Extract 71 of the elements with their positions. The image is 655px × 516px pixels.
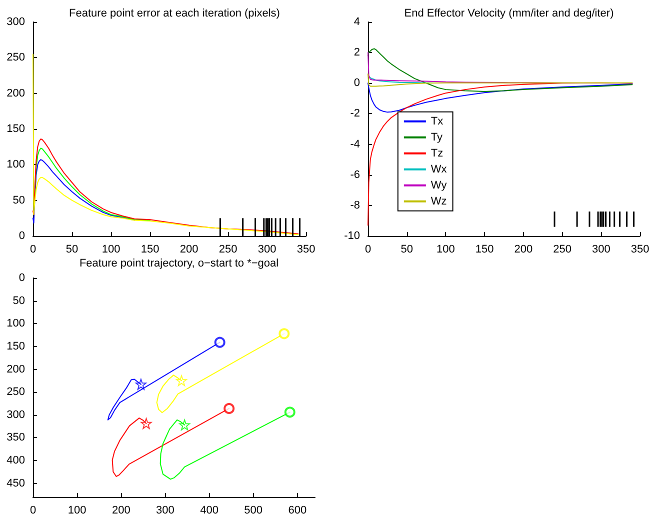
y-tick-label: 100 [6, 158, 25, 171]
x-tick-label: 400 [200, 504, 218, 516]
legend-label: Wz [430, 195, 447, 208]
y-tick-label: 0 [354, 77, 360, 90]
point [214, 336, 226, 348]
y-tick-label: 200 [6, 363, 25, 376]
chart-title: Feature point trajectory, o−start to *−goal [79, 258, 279, 270]
y-tick-label: 50 [12, 194, 25, 206]
x-tick-label: 100 [102, 244, 120, 256]
x-tick-label: 350 [296, 244, 316, 256]
y-tick-label: 250 [6, 386, 25, 398]
y-tick-label: -6 [350, 168, 360, 181]
line-series [368, 82, 633, 113]
x-tick-label: 300 [156, 504, 174, 516]
line-series [34, 148, 150, 221]
x-tick-label: 300 [258, 244, 276, 256]
line-series [32, 138, 299, 234]
x-tick-label: 300 [592, 244, 610, 256]
line-series [32, 54, 299, 236]
x-tick-label: 200 [514, 244, 533, 256]
y-tick-label: 2 [354, 46, 360, 59]
x-tick-label: 150 [475, 244, 494, 256]
x-tick-label: 250 [553, 244, 572, 256]
y-tick-label: 300 [6, 408, 25, 421]
line-series [368, 48, 633, 92]
legend-label: Ty [430, 131, 444, 144]
y-tick-label: 4 [354, 16, 360, 28]
point [140, 418, 152, 430]
x-tick-label: 600 [288, 504, 307, 516]
y-tick-label: -8 [350, 199, 360, 212]
point [135, 378, 146, 390]
x-tick-label: 100 [68, 504, 86, 516]
y-tick-label: 100 [6, 318, 25, 330]
chart-title: Feature point error at each iteration (pixels) [69, 8, 280, 20]
legend-label: Wy [430, 179, 448, 192]
y-tick-label: -2 [350, 108, 360, 120]
y-tick-label: 50 [12, 294, 25, 307]
x-tick-label: 0 [30, 504, 36, 516]
x-tick-label: 100 [436, 244, 455, 256]
y-tick-label: 250 [6, 52, 25, 64]
line-series [368, 73, 633, 87]
point [224, 402, 235, 414]
point [284, 406, 296, 418]
y-tick-label: -4 [350, 138, 360, 150]
y-tick-label: 300 [6, 16, 25, 28]
x-tick-label: 150 [140, 244, 160, 256]
x-tick-label: 50 [66, 244, 78, 256]
legend-label: Tx [430, 115, 444, 128]
point [176, 375, 187, 386]
x-tick-label: 350 [630, 244, 650, 256]
y-tick-label: 150 [6, 340, 25, 352]
legend-label: Wx [430, 163, 448, 176]
y-tick-label: 450 [6, 477, 25, 490]
x-tick-label: 250 [218, 244, 238, 256]
x-tick-label: 200 [180, 244, 198, 256]
x-tick-label: 500 [244, 504, 262, 516]
y-tick-label: 200 [6, 87, 25, 100]
y-tick-label: 0 [18, 230, 25, 242]
x-tick-label: 50 [400, 244, 413, 256]
y-tick-label: 350 [6, 432, 25, 444]
x-tick-label: 0 [364, 244, 372, 256]
x-tick-label: 0 [30, 244, 36, 256]
y-tick-label: -10 [344, 230, 360, 242]
y-tick-label: 0 [18, 272, 25, 284]
point [179, 419, 190, 430]
y-tick-label: 400 [6, 454, 25, 466]
legend-label: Tz [430, 147, 444, 160]
point [278, 328, 290, 340]
chart-title: End Effector Velocity (mm/iter and deg/iter) [404, 8, 614, 20]
y-tick-label: 150 [6, 123, 25, 135]
x-tick-label: 200 [112, 504, 130, 516]
